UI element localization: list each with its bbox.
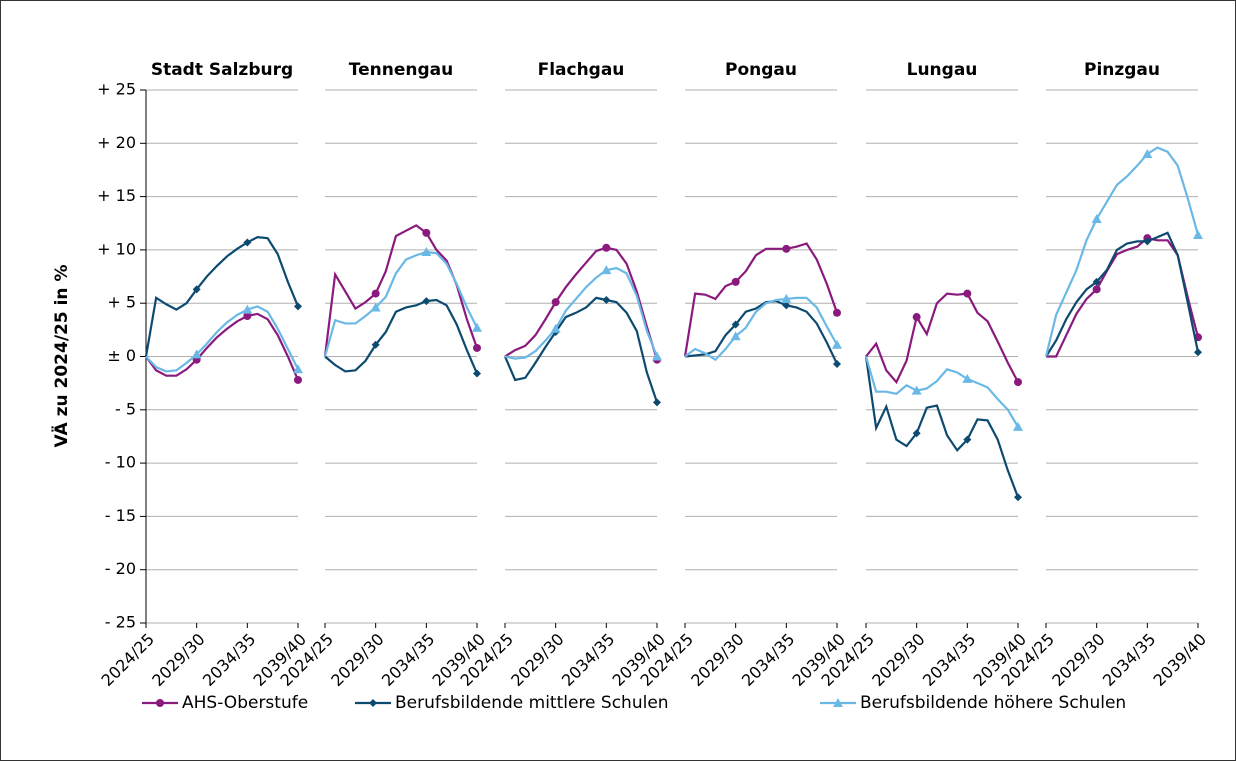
series-line xyxy=(683,242,839,357)
marker xyxy=(371,289,380,298)
series-line xyxy=(145,305,299,373)
y-tick-label: + 10 xyxy=(97,239,136,258)
legend-label: Berufsbildende mittlere Schulen xyxy=(395,693,669,713)
y-tick-label: + 5 xyxy=(107,293,136,312)
marker xyxy=(1092,277,1101,286)
marker xyxy=(1014,378,1022,387)
series-line xyxy=(865,292,1019,385)
series-line xyxy=(1046,236,1200,358)
series-line xyxy=(864,356,1020,498)
marker xyxy=(911,385,922,395)
y-tick-label: - 10 xyxy=(105,453,136,472)
marker xyxy=(472,322,482,332)
marker xyxy=(602,243,611,252)
marker xyxy=(156,699,164,707)
marker xyxy=(191,349,202,359)
y-axis-label: VÄ zu 2024/25 in % xyxy=(50,265,72,448)
marker xyxy=(962,373,973,383)
panel-title: Pongau xyxy=(725,60,797,80)
marker xyxy=(1143,237,1152,246)
series-line xyxy=(145,312,300,381)
marker xyxy=(731,320,740,329)
y-tick-label: - 5 xyxy=(115,399,136,418)
marker xyxy=(781,293,792,303)
marker xyxy=(371,340,380,349)
marker xyxy=(912,429,921,438)
legend-label: AHS-Oberstufe xyxy=(182,693,308,713)
series-line xyxy=(324,298,479,374)
marker xyxy=(963,435,972,444)
marker xyxy=(782,301,791,310)
y-tick-label: + 25 xyxy=(97,80,136,99)
y-tick-label: - 20 xyxy=(105,559,136,578)
series-line xyxy=(504,246,659,361)
marker xyxy=(242,304,253,314)
marker xyxy=(293,364,303,374)
series-line xyxy=(323,250,478,357)
legend-label: Berufsbildende höhere Schulen xyxy=(860,693,1126,713)
series-line xyxy=(1045,231,1200,358)
marker xyxy=(833,359,841,368)
marker xyxy=(833,698,843,707)
marker xyxy=(963,289,972,298)
y-tick-label: + 15 xyxy=(97,186,136,205)
series-line xyxy=(684,296,838,362)
marker xyxy=(833,308,841,317)
panel-title: Stadt Salzburg xyxy=(151,60,293,80)
marker xyxy=(422,297,431,306)
marker xyxy=(369,699,377,707)
marker xyxy=(1091,213,1102,223)
marker xyxy=(473,369,481,378)
marker xyxy=(550,323,561,333)
panel-title: Pinzgau xyxy=(1084,60,1160,80)
marker xyxy=(243,311,252,320)
marker xyxy=(782,244,791,253)
marker xyxy=(912,313,921,322)
series-line xyxy=(144,235,300,357)
marker xyxy=(192,285,201,294)
panel-title: Flachgau xyxy=(538,60,625,80)
marker xyxy=(730,331,741,341)
marker xyxy=(1092,285,1101,294)
series-line xyxy=(503,296,659,403)
marker xyxy=(653,398,661,407)
marker xyxy=(294,302,302,311)
marker xyxy=(551,298,560,307)
series-line xyxy=(504,266,659,360)
marker xyxy=(602,296,611,305)
marker xyxy=(1142,148,1153,158)
panel-title: Lungau xyxy=(907,60,978,80)
marker xyxy=(601,265,612,275)
marker xyxy=(1013,421,1023,431)
y-tick-label: - 15 xyxy=(105,506,136,525)
y-tick-label: ± 0 xyxy=(107,346,136,365)
marker xyxy=(1014,493,1022,502)
marker xyxy=(370,302,381,312)
marker xyxy=(243,238,252,247)
marker xyxy=(1193,229,1203,239)
series-line xyxy=(684,299,838,365)
y-tick-label: + 20 xyxy=(97,133,136,152)
marker xyxy=(652,351,662,361)
marker xyxy=(832,339,842,349)
marker xyxy=(731,277,740,286)
marker xyxy=(422,228,431,237)
panel-title: Tennengau xyxy=(349,60,453,80)
marker xyxy=(473,343,481,352)
y-tick-label: - 25 xyxy=(105,613,136,632)
marker xyxy=(421,247,432,257)
series-line xyxy=(864,356,1019,428)
marker xyxy=(1194,348,1202,357)
marker xyxy=(294,375,302,384)
series-line xyxy=(1044,146,1200,357)
